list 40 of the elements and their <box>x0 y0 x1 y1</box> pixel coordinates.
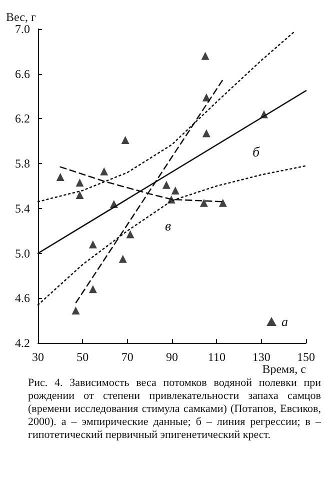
point <box>76 178 84 187</box>
point <box>167 195 176 204</box>
point <box>201 52 210 60</box>
y-axis-title: Вес, г <box>6 10 36 24</box>
y-tick-label: 7.0 <box>15 22 30 36</box>
legend-label: а <box>282 314 288 329</box>
point <box>76 190 84 199</box>
point <box>88 285 97 294</box>
x-tick-label: 30 <box>32 350 44 364</box>
point <box>171 186 180 194</box>
x-tick-label: 70 <box>121 350 134 364</box>
point <box>56 173 64 182</box>
point <box>121 136 130 144</box>
point <box>260 110 268 118</box>
point <box>202 129 210 138</box>
point <box>126 230 134 238</box>
x-tick-label: 130 <box>252 350 270 364</box>
point <box>202 93 210 102</box>
point <box>118 254 127 263</box>
text: Рис. 4. Зависимость веса потомков водяной полевки при рождении от степени привлекательности запаха самцов (времени исследования стимула самками) (Потапов, Евсиков, 2000). а – эмпирические данные; б – линия регрессии; в – гипотетический первичный эпигенетический крест. <box>28 377 321 442</box>
x-tick-label: 150 <box>297 350 315 364</box>
y-tick-label: 4.2 <box>15 336 30 350</box>
point <box>200 198 208 207</box>
x-tick-label: 110 <box>208 350 226 364</box>
y-tick-label: 5.8 <box>15 156 30 171</box>
point <box>88 240 97 248</box>
y-tick-label: 6.2 <box>15 112 30 126</box>
x-tick-label: 90 <box>166 350 178 364</box>
x-tick-label: 50 <box>76 350 89 364</box>
point <box>72 306 80 314</box>
y-tick-label: 5.4 <box>15 201 30 216</box>
annotation: б <box>252 146 260 160</box>
point <box>110 200 118 208</box>
y-tick-label: 4.6 <box>15 291 30 306</box>
y-tick-label: 6.6 <box>15 66 30 81</box>
point <box>162 180 170 189</box>
y-tick-label: 5.0 <box>15 246 30 260</box>
point <box>100 167 108 176</box>
annotation: в <box>164 220 172 234</box>
point <box>218 198 227 207</box>
